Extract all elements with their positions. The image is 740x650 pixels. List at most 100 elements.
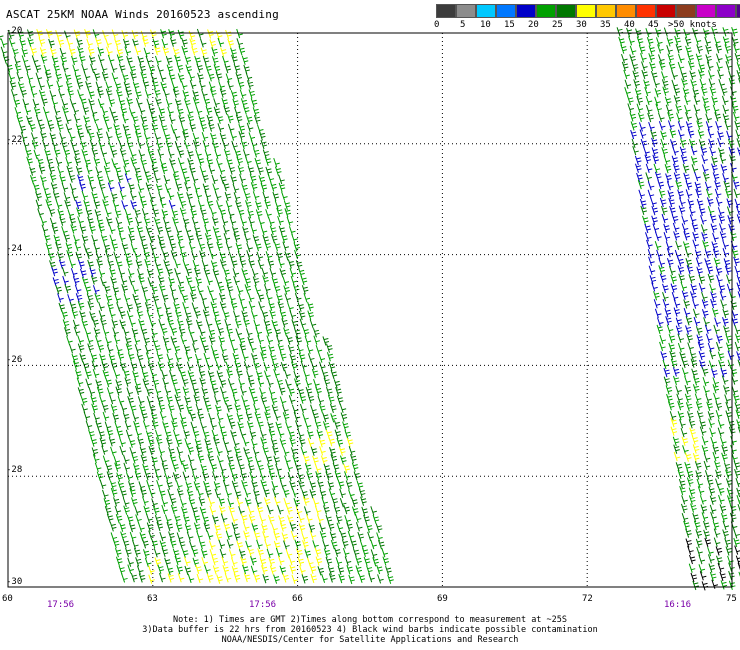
wind-barb — [44, 148, 51, 159]
wind-barb — [204, 190, 212, 200]
wind-barb — [20, 88, 27, 98]
wind-barb — [686, 477, 694, 487]
wind-barb — [206, 114, 214, 125]
wind-barb — [303, 369, 310, 380]
wind-barb — [328, 361, 336, 372]
wind-barb — [297, 302, 305, 312]
wind-barb — [143, 336, 150, 346]
wind-barb — [137, 437, 144, 447]
wind-barb — [127, 352, 135, 362]
wind-barb — [79, 224, 87, 235]
wind-barb — [298, 310, 306, 321]
wind-barb — [217, 284, 225, 294]
wind-barb — [220, 47, 227, 57]
wind-barb — [223, 267, 230, 278]
wind-barb — [700, 86, 708, 96]
wind-barb — [183, 140, 191, 150]
wind-barb — [715, 546, 723, 556]
wind-barb — [353, 471, 361, 481]
wind-barb — [298, 480, 305, 490]
wind-barb — [123, 293, 131, 303]
wind-barb — [680, 154, 688, 165]
wind-barb — [709, 495, 717, 505]
wind-barb — [288, 556, 296, 566]
wind-barb — [124, 336, 132, 346]
lon-label-60: 60 — [2, 594, 13, 604]
wind-barb — [147, 277, 155, 287]
wind-barb — [623, 69, 630, 80]
wind-barb — [108, 353, 116, 364]
wind-barb — [127, 564, 134, 574]
wind-barb — [323, 505, 330, 515]
wind-barb — [334, 547, 341, 557]
wind-barb — [687, 198, 695, 209]
wind-barb — [127, 557, 134, 567]
wind-barb — [198, 369, 206, 379]
wind-barb — [714, 188, 722, 199]
wind-barb — [231, 343, 238, 354]
wind-barb — [77, 343, 85, 353]
wind-barb — [161, 164, 168, 175]
wind-barb — [69, 344, 76, 354]
wind-barb — [160, 455, 167, 465]
wind-barb — [257, 548, 264, 558]
wind-barb — [146, 396, 154, 406]
wind-barb — [107, 259, 114, 269]
wind-barb — [707, 411, 715, 421]
wind-barb — [693, 316, 701, 327]
wind-barb — [45, 115, 53, 125]
wind-barb — [55, 115, 62, 125]
wind-barb — [158, 283, 166, 294]
wind-barb — [304, 335, 312, 346]
wind-barb — [677, 342, 685, 353]
wind-barb — [685, 538, 693, 548]
wind-barb — [733, 529, 740, 539]
wind-barb — [119, 522, 126, 532]
wind-barb — [12, 47, 19, 57]
wind-barb — [342, 421, 349, 431]
wind-barb — [350, 538, 357, 549]
wind-barb — [277, 343, 285, 354]
wind-barb — [730, 162, 737, 173]
wind-barb — [703, 317, 710, 327]
wind-barb — [206, 241, 214, 252]
wind-barb — [209, 378, 217, 389]
wind-barb — [205, 488, 212, 498]
wind-barb — [253, 115, 261, 125]
wind-barb — [677, 469, 685, 479]
wind-barb — [142, 496, 149, 506]
wind-barb — [629, 45, 637, 55]
wind-barb — [208, 335, 216, 345]
wind-barb — [725, 333, 733, 344]
wind-barb — [71, 55, 78, 66]
wind-barb — [670, 283, 678, 293]
wind-barb — [339, 530, 347, 541]
wind-barb — [16, 115, 24, 125]
wind-barb — [126, 140, 134, 150]
wind-barb — [225, 361, 233, 371]
wind-barb — [164, 429, 172, 440]
wind-barb — [225, 403, 233, 413]
wind-barb — [96, 131, 104, 142]
wind-barb — [691, 368, 698, 378]
wind-barb — [167, 149, 175, 159]
wind-barb — [724, 394, 731, 404]
wind-barb — [329, 531, 337, 541]
wind-barb — [277, 428, 285, 438]
wind-barb — [731, 27, 738, 37]
wind-barb — [287, 344, 295, 355]
wind-barb — [657, 179, 665, 190]
wind-barb — [663, 232, 671, 242]
wind-barb — [314, 547, 322, 557]
wind-barb — [117, 225, 124, 235]
wind-barb — [270, 353, 277, 363]
wind-barb — [265, 251, 273, 261]
wind-barb — [116, 47, 124, 57]
wind-barb — [179, 369, 187, 380]
wind-barb — [307, 301, 314, 312]
wind-barb — [645, 232, 652, 242]
wind-barb — [189, 38, 196, 48]
wind-barb — [650, 197, 657, 208]
wind-barb — [230, 131, 237, 141]
wind-barb — [151, 123, 159, 133]
